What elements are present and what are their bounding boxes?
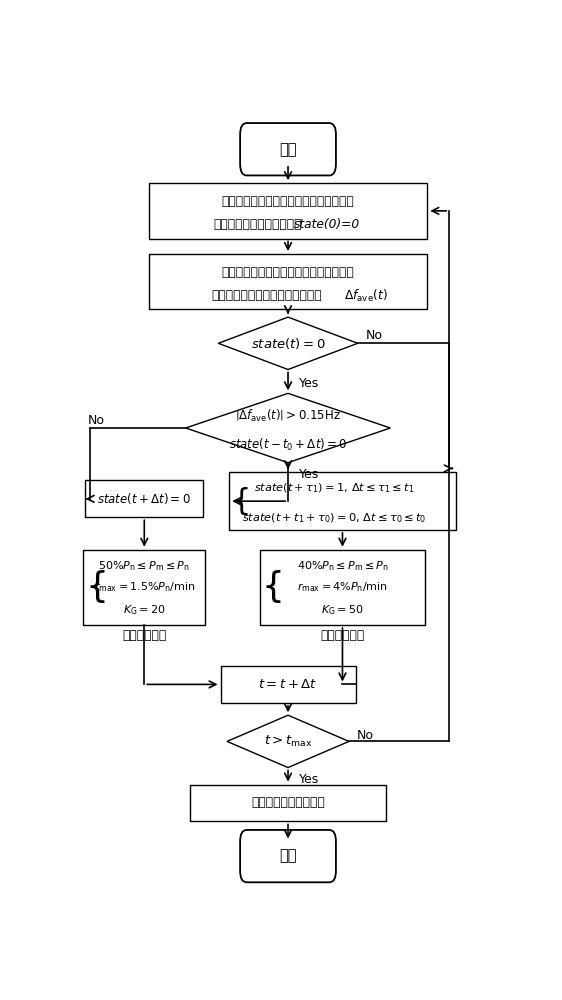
Text: No: No <box>357 729 374 742</box>
Text: 深度调峰模式: 深度调峰模式 <box>320 629 365 642</box>
Text: 结束: 结束 <box>279 849 297 864</box>
Polygon shape <box>227 715 349 768</box>
Text: {: { <box>232 487 251 516</box>
FancyBboxPatch shape <box>240 830 336 882</box>
FancyBboxPatch shape <box>240 123 336 175</box>
Text: 调峰机组所在区域的频率偏差均值: 调峰机组所在区域的频率偏差均值 <box>211 289 321 302</box>
FancyBboxPatch shape <box>220 666 356 703</box>
Text: $state(t){=}0$: $state(t){=}0$ <box>251 336 325 351</box>
FancyBboxPatch shape <box>148 183 427 239</box>
Text: 根据本文建立的频率分析模型，计算深度: 根据本文建立的频率分析模型，计算深度 <box>221 266 355 279</box>
Text: $K_{\mathrm{G}}=50$: $K_{\mathrm{G}}=50$ <box>321 604 364 617</box>
Text: $\left|\Delta f_{\mathrm{ave}}(t)\right|>0.15\mathrm{Hz}$: $\left|\Delta f_{\mathrm{ave}}(t)\right|… <box>235 408 341 424</box>
Text: 和机组深度调峰初始状态量: 和机组深度调峰初始状态量 <box>214 218 302 231</box>
Text: $state(t+t_1+\tau_0)=0,\,\Delta t\leq\tau_0\leq t_0$: $state(t+t_1+\tau_0)=0,\,\Delta t\leq\ta… <box>242 511 426 525</box>
Text: 输入系统参数、风电功率超短期预测数据: 输入系统参数、风电功率超短期预测数据 <box>221 195 355 208</box>
Text: $50\%P_{\mathrm{n}}\leq P_{\mathrm{m}}\leq P_{\mathrm{n}}$: $50\%P_{\mathrm{n}}\leq P_{\mathrm{m}}\l… <box>98 559 190 573</box>
Text: state(0)=0: state(0)=0 <box>294 218 360 231</box>
Text: $state(t+\tau_1)=1,\,\Delta t\leq\tau_1\leq t_1$: $state(t+\tau_1)=1,\,\Delta t\leq\tau_1\… <box>253 481 414 495</box>
FancyBboxPatch shape <box>260 550 425 625</box>
Text: Yes: Yes <box>299 773 319 786</box>
Text: $t=t+\Delta t$: $t=t+\Delta t$ <box>258 678 318 691</box>
Text: {: { <box>85 570 108 604</box>
Text: No: No <box>88 414 105 427</box>
FancyBboxPatch shape <box>229 472 456 530</box>
FancyBboxPatch shape <box>148 254 427 309</box>
Text: Yes: Yes <box>299 377 319 390</box>
Text: Yes: Yes <box>299 468 319 481</box>
Text: $t>t_{\max}$: $t>t_{\max}$ <box>264 734 312 749</box>
Text: $r_{\mathrm{max}}=1.5\%P_{\mathrm{n}}/\mathrm{min}$: $r_{\mathrm{max}}=1.5\%P_{\mathrm{n}}/\m… <box>93 580 195 594</box>
Text: No: No <box>365 329 383 342</box>
Polygon shape <box>218 317 357 369</box>
Text: $\Delta f_{\mathrm{ave}}(t)$: $\Delta f_{\mathrm{ave}}(t)$ <box>345 288 388 304</box>
FancyBboxPatch shape <box>85 480 203 517</box>
Text: $state(t+\Delta t)=0$: $state(t+\Delta t)=0$ <box>97 491 191 506</box>
Text: 开始: 开始 <box>279 142 297 157</box>
FancyBboxPatch shape <box>190 785 386 821</box>
Polygon shape <box>185 393 391 463</box>
Text: $state(t-t_0+\Delta t)=0$: $state(t-t_0+\Delta t)=0$ <box>229 437 347 453</box>
Text: 输出深度调峰开关计划: 输出深度调峰开关计划 <box>251 796 325 809</box>
Text: $40\%P_{\mathrm{n}}\leq P_{\mathrm{m}}\leq P_{\mathrm{n}}$: $40\%P_{\mathrm{n}}\leq P_{\mathrm{m}}\l… <box>297 559 388 573</box>
Text: {: { <box>261 570 284 604</box>
FancyBboxPatch shape <box>83 550 205 625</box>
Text: $K_{\mathrm{G}}=20$: $K_{\mathrm{G}}=20$ <box>123 604 166 617</box>
Text: $r_{\mathrm{max}}=4\%P_{\mathrm{n}}/\mathrm{min}$: $r_{\mathrm{max}}=4\%P_{\mathrm{n}}/\mat… <box>297 580 388 594</box>
Text: 常规调频模式: 常规调频模式 <box>122 629 166 642</box>
